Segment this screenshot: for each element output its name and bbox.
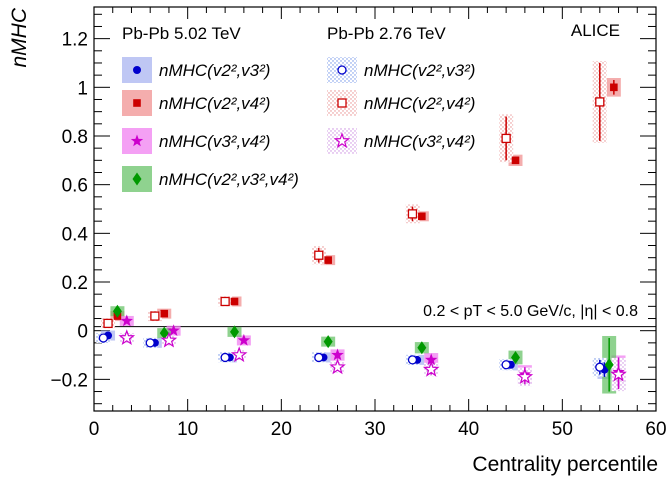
legend-label: nMHC(v2²,v3²,v4²) — [159, 170, 299, 189]
data-point — [145, 338, 155, 348]
data-point — [324, 256, 332, 264]
legend-marker — [133, 99, 141, 107]
data-point — [323, 335, 333, 349]
data-point — [331, 348, 344, 361]
data-point — [425, 353, 438, 366]
data-point — [595, 97, 605, 107]
data-point — [230, 325, 239, 339]
legend-entry: nMHC(v2²,v3²) — [327, 57, 475, 83]
legend-marker — [133, 66, 141, 74]
legend-marker — [337, 98, 347, 108]
data-point — [230, 297, 239, 306]
data-point — [159, 326, 169, 340]
data-point — [516, 368, 534, 385]
data-point — [604, 358, 614, 372]
x-tick-label: 50 — [552, 419, 573, 440]
data-point — [610, 365, 627, 382]
data-point — [160, 331, 178, 348]
data-point — [103, 318, 113, 329]
data-point — [417, 341, 427, 355]
data-point — [230, 346, 248, 363]
data-point — [418, 212, 426, 221]
y-tick-label: 0 — [77, 322, 88, 343]
legend: Pb-Pb 5.02 TeV Pb-Pb 2.76 TeV nMHC(v2²,v… — [122, 24, 475, 192]
data-point — [220, 296, 230, 307]
data-point — [150, 311, 160, 321]
legend-marker — [337, 65, 347, 75]
legend-label: nMHC(v2²,v4²) — [364, 94, 475, 113]
x-tick-label: 10 — [177, 419, 198, 440]
data-point — [314, 250, 324, 260]
plot-area — [93, 6, 657, 412]
legend-label: nMHC(v2²,v3²) — [159, 61, 270, 80]
plot-frame — [93, 6, 657, 412]
y-tick-label: 1 — [77, 78, 88, 99]
legend-label: nMHC(v3²,v4²) — [159, 132, 270, 151]
legend-entry: nMHC(v3²,v4²) — [327, 128, 475, 154]
x-tick-label: 20 — [271, 419, 292, 440]
y-tick-label: 0.8 — [62, 127, 88, 148]
data-point — [237, 333, 251, 346]
data-point — [407, 209, 418, 219]
legend-entry: nMHC(v2²,v4²) — [327, 90, 475, 116]
x-tick-label: 30 — [364, 419, 385, 440]
axis-ticks — [93, 7, 657, 411]
y-tick-label: 0.6 — [62, 176, 88, 197]
experiment-label: ALICE — [571, 21, 620, 40]
data-point — [112, 304, 122, 318]
y-tick-label: −0.2 — [50, 370, 88, 391]
legend-label: nMHC(v2²,v3²) — [364, 61, 475, 80]
legend-marker — [333, 132, 351, 149]
kinematic-cut-annotation: 0.2 < pT < 5.0 GeV/c, |η| < 0.8 — [423, 303, 638, 320]
x-tick-label: 40 — [458, 419, 479, 440]
data-point — [329, 358, 346, 375]
x-tick-label: 60 — [645, 419, 666, 440]
y-tick-label: 0.2 — [62, 273, 88, 294]
legend-label: nMHC(v3²,v4²) — [364, 132, 475, 151]
data-point — [167, 324, 180, 336]
data-point — [314, 352, 324, 363]
x-axis-title: Centrality percentile — [472, 453, 658, 476]
legend-label: nMHC(v2²,v4²) — [159, 94, 270, 113]
data-markers — [98, 83, 627, 385]
data-point — [407, 355, 418, 365]
data-point — [160, 309, 169, 318]
y-tick-label: 1.2 — [62, 30, 88, 51]
data-point — [120, 314, 133, 327]
data-point — [501, 133, 511, 144]
data-point — [220, 352, 230, 363]
data-point — [98, 333, 109, 343]
legend-header-5tev: Pb-Pb 5.02 TeV — [122, 24, 241, 43]
y-axis-title: nMHC — [8, 7, 31, 67]
x-tick-label: 0 — [89, 419, 100, 440]
y-tick-label: 0.4 — [62, 224, 89, 245]
data-point — [595, 362, 605, 372]
data-point — [118, 329, 136, 346]
data-point — [511, 350, 520, 364]
legend-entry: nMHC(v2²,v3²,v4²) — [122, 166, 299, 192]
legend-marker — [132, 172, 142, 186]
data-point — [511, 156, 520, 165]
data-point — [422, 360, 440, 377]
data-point — [610, 83, 618, 92]
axis-tick-labels: 0 10 20 30 40 50 60 −0.2 0 0.2 0.4 0.6 0.8 1 1.2 — [50, 30, 666, 440]
legend-entry: nMHC(v2²,v3²) — [122, 57, 270, 83]
legend-entry: nMHC(v3²,v4²) — [122, 128, 270, 154]
legend-entry: nMHC(v2²,v4²) — [122, 90, 270, 116]
legend-marker — [130, 134, 144, 147]
data-point — [501, 360, 511, 370]
legend-header-2tev: Pb-Pb 2.76 TeV — [327, 24, 446, 43]
